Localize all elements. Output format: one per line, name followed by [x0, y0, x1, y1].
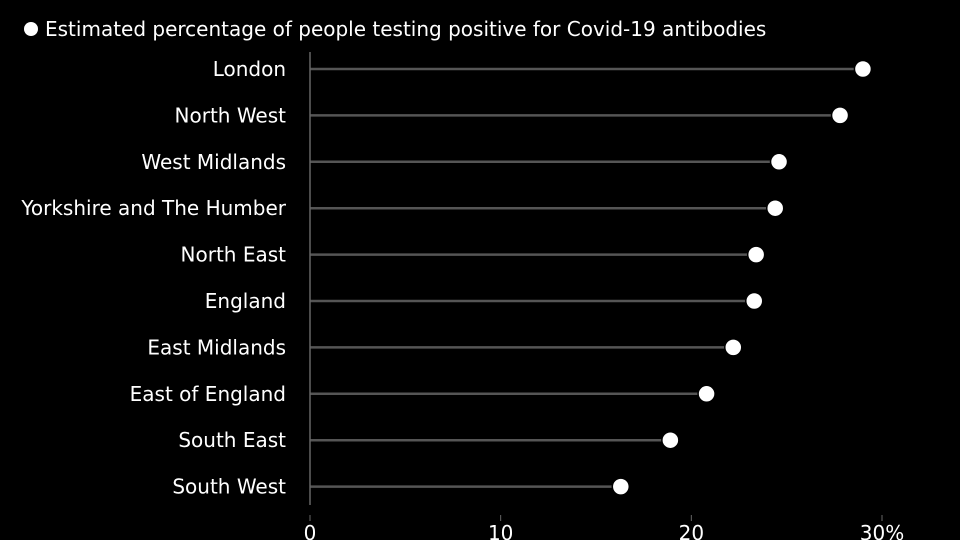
marker-london — [853, 59, 873, 79]
marker-yorkshire-and-the-humber — [765, 198, 785, 218]
marker-west-midlands — [769, 152, 789, 172]
category-label-east-midlands: East Midlands — [147, 335, 286, 359]
marker-north-west — [830, 106, 850, 125]
category-label-west-midlands: West Midlands — [141, 150, 286, 174]
category-label-east-of-england: East of England — [130, 382, 286, 406]
category-labels: London North West West Midlands Yorkshire a… — [20, 57, 286, 499]
category-label-south-west: South West — [172, 475, 286, 499]
marker-north-east — [746, 245, 766, 264]
marker-east-midlands — [724, 338, 743, 357]
marker-south-east — [661, 430, 680, 450]
stems-group — [310, 67, 863, 488]
x-tick-label-20: 20 — [679, 521, 704, 540]
x-tick-label-30: 30% — [860, 521, 904, 540]
marker-east-of-england — [697, 384, 716, 404]
category-label-england: England — [205, 289, 286, 313]
category-label-north-east: North East — [181, 243, 287, 267]
legend: Estimated percentage of people testing p… — [24, 17, 766, 41]
marker-england — [745, 291, 764, 311]
x-tick-label-0: 0 — [304, 521, 317, 540]
legend-label: Estimated percentage of people testing p… — [45, 17, 766, 41]
category-label-london: London — [213, 57, 286, 81]
x-tick-label-10: 10 — [488, 521, 513, 540]
legend-marker — [24, 22, 38, 36]
category-label-north-west: North West — [175, 103, 287, 127]
category-label-yorkshire-and-the-humber: Yorkshire and The Humber — [20, 196, 286, 220]
category-label-south-east: South East — [178, 428, 286, 452]
x-axis-ticks: 0 10 20 30% — [304, 515, 904, 540]
marker-south-west — [611, 477, 631, 496]
markers-group — [611, 59, 873, 496]
